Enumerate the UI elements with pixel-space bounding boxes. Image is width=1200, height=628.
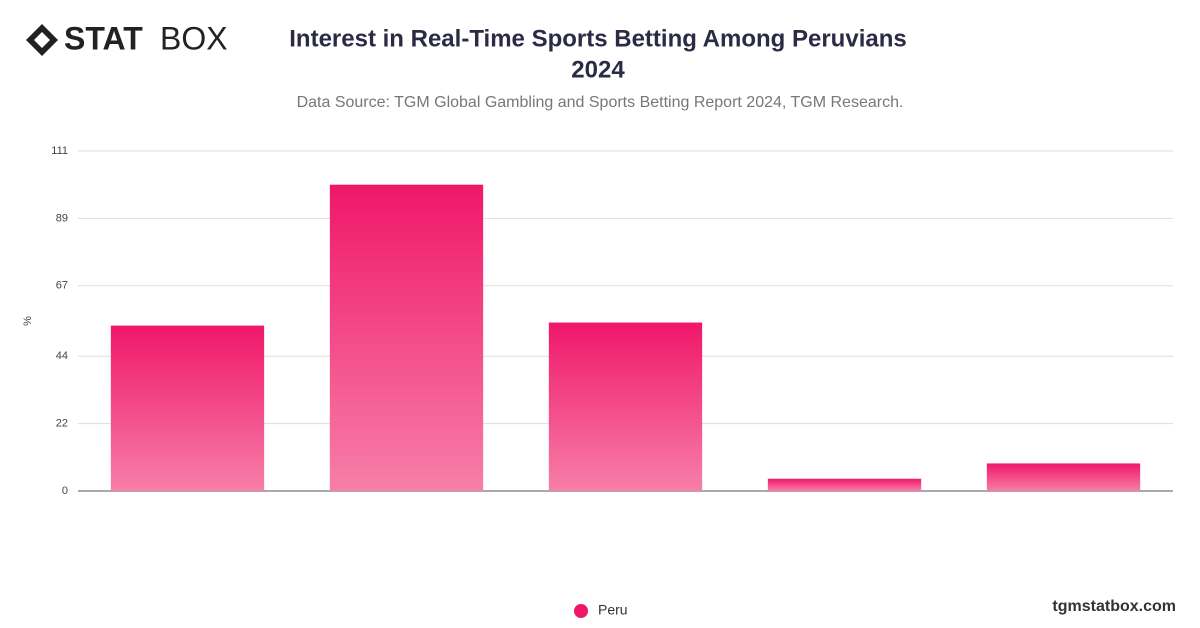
y-axis-label: %: [22, 316, 34, 326]
logo-light: BOX: [160, 20, 228, 56]
bar: [986, 463, 1141, 491]
y-tick-label: 67: [56, 280, 68, 292]
logo-bold: STAT: [64, 20, 143, 56]
bar: [767, 478, 922, 491]
y-tick-label: 0: [62, 485, 68, 497]
y-tick-label: 22: [56, 418, 68, 430]
legend-label: Peru: [598, 602, 628, 618]
y-tick-label: 44: [56, 350, 68, 362]
y-tick-label: 89: [56, 212, 68, 224]
chart-subtitle: Data Source: TGM Global Gambling and Spo…: [297, 94, 904, 111]
bar: [548, 322, 703, 491]
bar: [329, 184, 484, 491]
legend-marker: [574, 604, 588, 618]
y-tick-label: 111: [51, 145, 68, 157]
bar: [110, 325, 265, 491]
logo-icon: [26, 24, 58, 56]
logo: STAT BOX: [26, 20, 228, 56]
chart-title: Interest in Real-Time Sports Betting Amo…: [289, 25, 906, 52]
chart-title: 2024: [571, 56, 625, 83]
footer: tgmstatbox.com: [1052, 598, 1176, 615]
